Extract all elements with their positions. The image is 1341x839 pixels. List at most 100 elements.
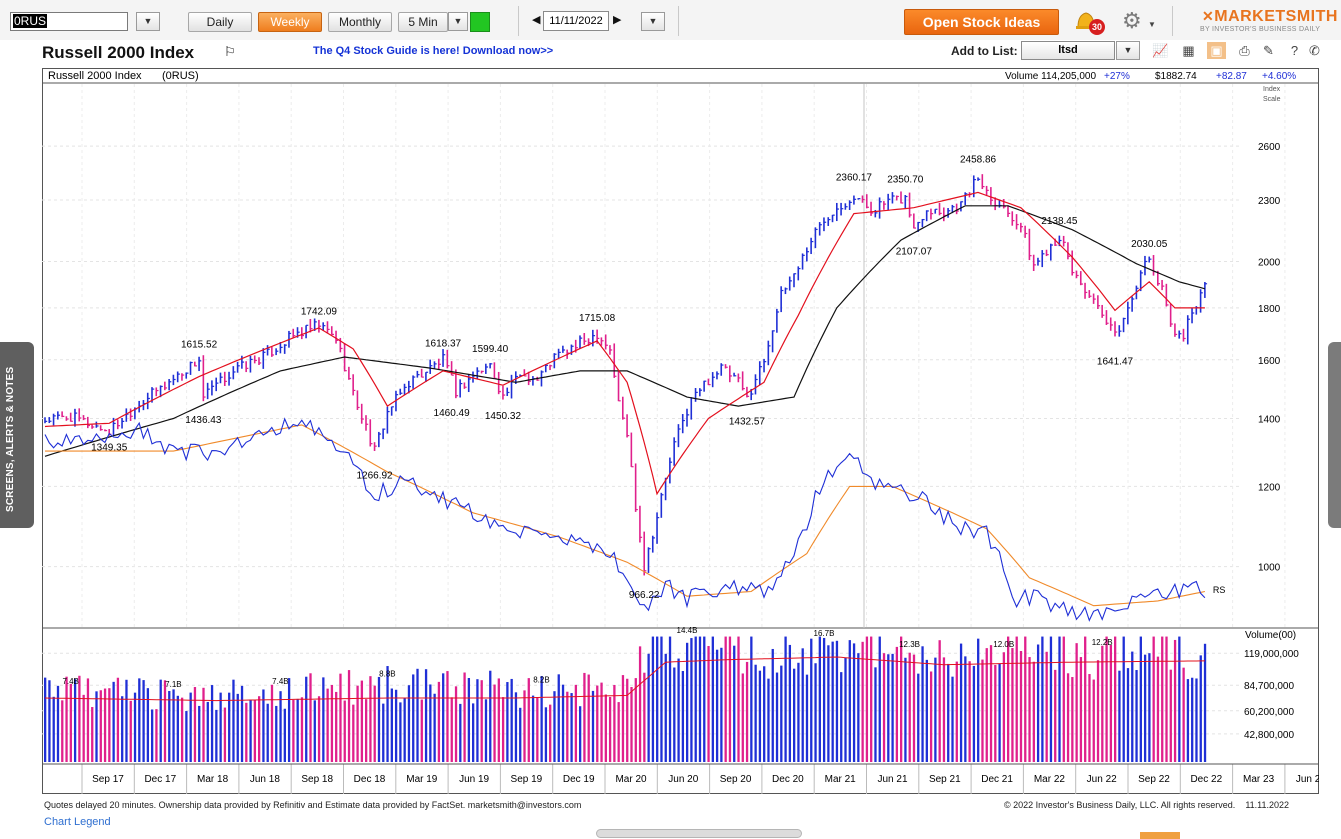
price-annotation: 1715.08 bbox=[579, 313, 616, 324]
open-stock-ideas-button[interactable]: Open Stock Ideas bbox=[904, 9, 1059, 35]
volume-bar bbox=[822, 637, 826, 762]
volume-bar bbox=[536, 697, 539, 762]
volume-bar bbox=[544, 707, 548, 762]
daily-button[interactable]: Daily bbox=[188, 12, 252, 32]
image-icon[interactable]: ▣ bbox=[1207, 42, 1226, 59]
next-date-icon[interactable]: ▶ bbox=[613, 14, 622, 26]
volume-bar bbox=[788, 644, 792, 762]
volume-bar bbox=[835, 640, 839, 762]
price-annotation: 1460.49 bbox=[434, 408, 471, 419]
monthly-button[interactable]: Monthly bbox=[328, 12, 392, 32]
price-annotation: 966.22 bbox=[629, 590, 660, 601]
price-volume-chart[interactable]: 1000 1200 1400 1600 1800 2000 2300 2600 119,000,… bbox=[42, 68, 1319, 794]
chart-legend-link[interactable]: Chart Legend bbox=[44, 816, 111, 828]
volume-bar bbox=[99, 690, 102, 762]
sidebar-tab-label: SCREENS, ALERTS & NOTES bbox=[5, 366, 16, 512]
time-axis-tick: Sep 19 bbox=[511, 774, 543, 785]
volume-bar bbox=[44, 677, 47, 762]
volume-bar bbox=[1092, 679, 1095, 762]
volume-bar bbox=[793, 668, 796, 762]
volume-bar bbox=[1191, 677, 1194, 762]
flag-icon[interactable]: ⚐ bbox=[224, 44, 236, 59]
date-dropdown-button[interactable]: ▼ bbox=[641, 12, 665, 31]
layout-grid-icon[interactable]: ▦ bbox=[1182, 43, 1195, 58]
corner-accent bbox=[1140, 832, 1180, 839]
volume-bar bbox=[283, 708, 286, 762]
volume-annotation: 7.1B bbox=[165, 680, 181, 689]
settings-gear-icon[interactable]: ⚙ bbox=[1122, 8, 1142, 33]
volume-bar bbox=[861, 641, 864, 762]
rs-average-line bbox=[45, 424, 1206, 607]
volume-bar bbox=[142, 680, 145, 762]
add-to-list-select[interactable]: ltsd bbox=[1021, 41, 1115, 60]
date-input[interactable]: 11/11/2022 bbox=[543, 11, 609, 31]
symbol-input[interactable]: 0RUS bbox=[10, 12, 128, 31]
volume-bar bbox=[270, 684, 274, 762]
interval-dropdown-button[interactable]: ▼ bbox=[448, 12, 468, 31]
volume-bar bbox=[219, 692, 222, 762]
volume-bar bbox=[476, 679, 479, 762]
volume-bar bbox=[382, 703, 385, 762]
phone-icon[interactable]: ✆ bbox=[1309, 43, 1320, 58]
volume-bar bbox=[73, 679, 77, 762]
volume-bar bbox=[202, 687, 205, 762]
volume-bar bbox=[510, 678, 513, 762]
volume-bar bbox=[724, 636, 727, 762]
tools-icon[interactable]: ✎ bbox=[1263, 43, 1274, 58]
price-annotation: 1618.37 bbox=[425, 339, 462, 350]
chevron-down-icon: ▼ bbox=[453, 16, 463, 26]
volume-bar bbox=[467, 677, 471, 762]
volume-axis-tick: 119,000,000 bbox=[1244, 649, 1299, 660]
volume-bar bbox=[103, 688, 107, 762]
weekly-button[interactable]: Weekly bbox=[258, 12, 322, 32]
symbol-dropdown-button[interactable]: ▼ bbox=[136, 12, 160, 31]
help-icon[interactable]: ? bbox=[1290, 43, 1299, 58]
volume-bar bbox=[1156, 656, 1160, 762]
interval-button[interactable]: 5 Min bbox=[398, 12, 448, 32]
volume-bar bbox=[1002, 652, 1006, 762]
volume-bar bbox=[292, 699, 295, 762]
screens-alerts-notes-tab[interactable] bbox=[0, 342, 34, 528]
volume-axis-tick: 60,200,000 bbox=[1244, 707, 1294, 718]
volume-bar bbox=[904, 657, 907, 762]
volume-bar bbox=[1126, 668, 1130, 762]
volume-annotation: 14.4B bbox=[677, 626, 698, 635]
volume-bar bbox=[484, 699, 488, 762]
time-axis-tick: Jun 20 bbox=[668, 774, 698, 785]
volume-bar bbox=[386, 666, 389, 762]
volume-bar bbox=[977, 638, 980, 762]
chevron-down-icon: ▼ bbox=[143, 16, 153, 26]
volume-bar bbox=[745, 661, 749, 762]
volume-bar bbox=[339, 673, 342, 762]
chevron-down-icon[interactable]: ▼ bbox=[1148, 20, 1156, 29]
volume-bar bbox=[1118, 670, 1121, 762]
volume-change: +27% bbox=[1104, 71, 1130, 82]
horizontal-scrollbar[interactable] bbox=[596, 829, 802, 838]
time-axis-tick: Jun 18 bbox=[250, 774, 280, 785]
volume-bar bbox=[818, 636, 821, 762]
volume-bar bbox=[403, 697, 406, 762]
volume-axis-tick: 84,700,000 bbox=[1244, 681, 1294, 692]
volume-bar bbox=[1131, 651, 1134, 762]
volume-bar bbox=[895, 646, 899, 762]
volume-bar bbox=[454, 686, 458, 762]
previous-date-icon[interactable]: ◀ bbox=[532, 14, 541, 26]
volume-bar bbox=[964, 656, 967, 762]
add-to-list-dropdown-button[interactable]: ▼ bbox=[1116, 41, 1140, 60]
volume-bar bbox=[489, 670, 492, 762]
live-indicator-button[interactable] bbox=[470, 12, 490, 32]
price-axis-tick: 2300 bbox=[1258, 196, 1281, 207]
volume-bar bbox=[228, 692, 231, 762]
volume-bar bbox=[317, 696, 321, 762]
chart-type-icon[interactable]: 📈 bbox=[1152, 43, 1169, 58]
volume-bar bbox=[121, 696, 124, 762]
volume-bar bbox=[168, 691, 171, 762]
volume-bar bbox=[210, 685, 214, 762]
time-axis-tick: Dec 17 bbox=[144, 774, 176, 785]
volume-bar bbox=[112, 681, 115, 762]
volume-bar bbox=[189, 692, 192, 762]
promo-link[interactable]: The Q4 Stock Guide is here! Download now… bbox=[313, 45, 554, 57]
right-panel-tab[interactable] bbox=[1328, 342, 1341, 528]
print-icon[interactable]: ⎙ bbox=[1239, 43, 1250, 58]
volume-bar bbox=[206, 701, 209, 762]
